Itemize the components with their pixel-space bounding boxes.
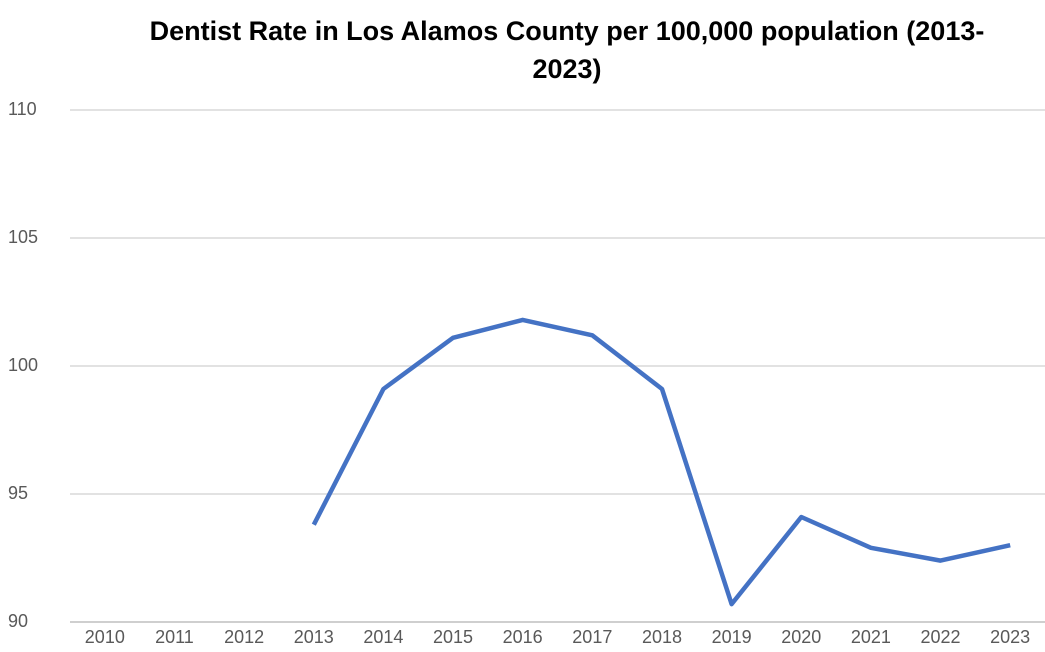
y-tick-label: 100 [8,355,38,375]
x-tick-label: 2012 [224,627,264,647]
x-tick-label: 2022 [921,627,961,647]
chart-title: Dentist Rate in Los Alamos County per 10… [149,16,985,84]
x-tick-label: 2011 [155,627,194,647]
y-tick-label: 90 [8,611,28,631]
x-tick-label: 2018 [642,627,682,647]
x-tick-label: 2021 [851,627,891,647]
x-tick-label: 2010 [85,627,125,647]
data-line [311,317,1011,607]
y-tick-label: 95 [8,483,28,503]
y-tick-label: 110 [8,99,37,119]
x-tick-label: 2017 [572,627,612,647]
x-tick-label: 2020 [781,627,821,647]
x-tick-label: 2023 [990,627,1030,647]
x-tick-label: 2015 [433,627,473,647]
x-tick-label: 2019 [712,627,752,647]
x-tick-label: 2013 [294,627,334,647]
x-tick-label: 2016 [503,627,543,647]
x-tick-label: 2014 [363,627,403,647]
y-tick-label: 105 [8,227,38,247]
